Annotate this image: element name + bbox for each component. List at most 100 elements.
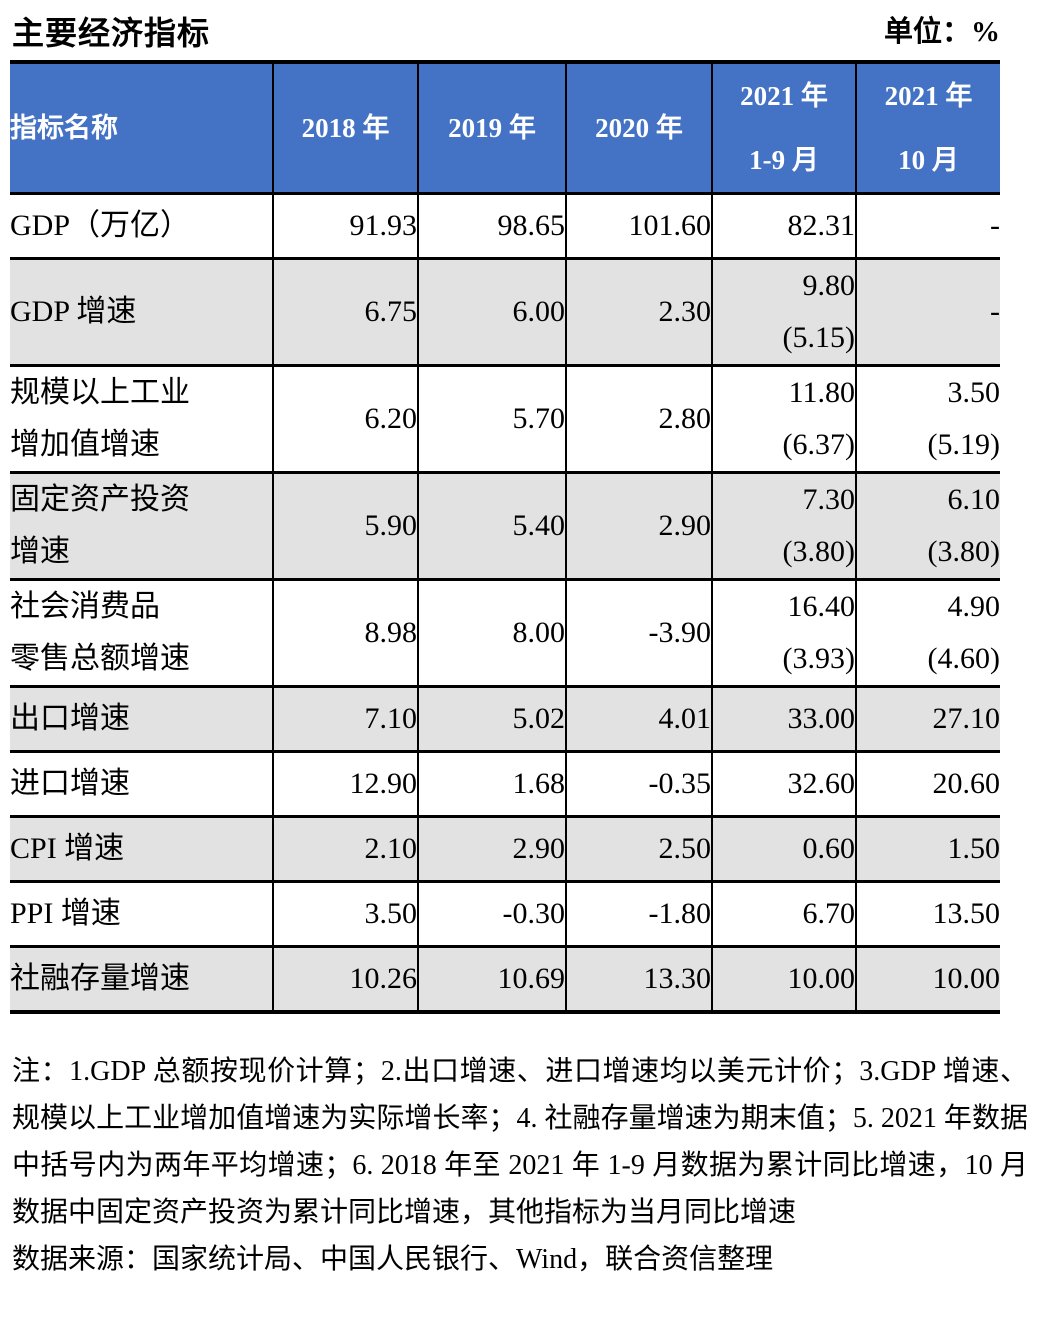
value-cell: 13.30: [565, 946, 713, 1012]
notes-section: 注：1.GDP 总额按现价计算；2.出口增速、进口增速均以美元计价；3.GDP …: [12, 1048, 1028, 1283]
value-cell: 2.50: [565, 816, 713, 882]
cell-value: 101.60: [628, 209, 712, 242]
title-bar: 主要经济指标 单位：%: [0, 0, 1040, 51]
value-cell: 8.00: [417, 579, 567, 687]
table-row-retail-sales: 社会消费品 零售总额增速 8.98 8.00 -3.90 16.40 (3.93) …: [10, 579, 1001, 687]
value-cell: -: [855, 258, 1000, 366]
value-cell: 82.31: [711, 193, 857, 259]
cell-value: 7.30: [802, 483, 856, 516]
cell-value: 10.26: [349, 961, 418, 995]
cell-value: 1.68: [512, 767, 566, 800]
table-row-export-growth: 出口增速 7.10 5.02 4.01 33.00 27.10: [10, 686, 1001, 752]
row-label: 固定资产投资: [10, 483, 190, 516]
cell-value: 82.31: [787, 209, 856, 242]
cell-subvalue: (3.80): [782, 535, 855, 568]
value-cell: 5.90: [272, 472, 419, 580]
cell-value: 4.90: [947, 590, 1001, 623]
row-label-cell: 规模以上工业 增加值增速: [10, 365, 274, 473]
header-text: 2019 年: [448, 113, 536, 143]
value-cell: 5.70: [417, 365, 567, 473]
value-cell: 6.75: [272, 258, 419, 366]
cell-value: 6.75: [364, 295, 418, 328]
value-cell: 2.90: [565, 472, 713, 580]
cell-value: 6.10: [947, 483, 1001, 516]
cell-value: 13.50: [932, 897, 1001, 930]
cell-value: 27.10: [932, 702, 1001, 735]
value-cell: -0.30: [417, 881, 567, 947]
value-cell: 13.50: [855, 881, 1001, 947]
table-row-cpi-growth: CPI 增速 2.10 2.90 2.50 0.60 1.50: [10, 816, 1000, 882]
cell-value: 3.50: [947, 376, 1001, 409]
row-label-line2: 增速: [10, 535, 70, 568]
cell-value: 8.98: [364, 616, 418, 649]
header-text-line1: 2021 年: [884, 81, 973, 111]
row-label-cell: 社融存量增速: [10, 946, 274, 1012]
value-cell: 2.30: [565, 258, 713, 366]
value-cell: 27.10: [855, 686, 1001, 752]
cell-value: 0.60: [802, 832, 856, 865]
value-cell: 101.60: [565, 193, 713, 259]
table-row-industrial-output: 规模以上工业 增加值增速 6.20 5.70 2.80 11.80 (6.37) 3…: [10, 365, 1001, 473]
cell-value: 7.10: [364, 702, 418, 735]
cell-value: 12.90: [349, 767, 418, 800]
table-notes: 注：1.GDP 总额按现价计算；2.出口增速、进口增速均以美元计价；3.GDP …: [12, 1055, 1028, 1228]
cell-value: 10.00: [932, 961, 1001, 995]
header-text: 2018 年: [301, 113, 390, 143]
value-cell: 5.02: [417, 686, 567, 752]
value-cell: 0.60: [711, 816, 857, 882]
cell-value: -0.35: [648, 767, 712, 800]
cell-value: 5.90: [364, 509, 418, 542]
value-cell: 1.50: [855, 816, 1000, 882]
cell-value: -1.80: [648, 897, 712, 930]
header-text: 指标名称: [10, 113, 118, 143]
value-cell: 20.60: [855, 751, 1000, 817]
header-2018: 2018 年: [272, 62, 419, 194]
cell-value: 2.30: [658, 295, 712, 328]
value-cell: 6.70: [711, 881, 857, 947]
table-title: 主要经济指标: [12, 15, 211, 51]
value-cell: 7.10: [272, 686, 419, 752]
value-cell: 6.00: [417, 258, 567, 366]
value-cell: -0.35: [565, 751, 713, 817]
cell-value: 10.00: [787, 961, 856, 995]
row-label-line2: 增加值增速: [10, 428, 160, 461]
cell-value: -3.90: [648, 616, 712, 649]
cell-value: 5.40: [512, 509, 566, 542]
row-label-cell: GDP 增速: [10, 258, 274, 366]
cell-value: 9.80: [802, 269, 856, 302]
unit-label: 单位：%: [883, 16, 1000, 48]
header-indicator-name: 指标名称: [10, 62, 274, 194]
cell-value: -: [990, 295, 1000, 328]
header-text: 2020 年: [595, 113, 683, 143]
row-label-cell: 进口增速: [10, 751, 274, 817]
header-2021-jan-sep: 2021 年 1-9 月: [711, 62, 857, 194]
cell-value: -: [990, 209, 1000, 242]
value-cell: 33.00: [711, 686, 857, 752]
cell-subvalue: (3.80): [927, 535, 1000, 568]
cell-value: 16.40: [787, 590, 856, 623]
cell-value: 3.50: [364, 897, 418, 930]
cell-value: 11.80: [788, 376, 855, 409]
header-text-line1: 2021 年: [740, 81, 828, 111]
row-label: 出口增速: [10, 702, 130, 735]
header-2019: 2019 年: [417, 62, 567, 194]
value-cell: 9.80 (5.15): [711, 258, 857, 366]
table-row-gdp-growth: GDP 增速 6.75 6.00 2.30 9.80 (5.15) -: [10, 258, 1000, 366]
value-cell: 6.20: [272, 365, 419, 473]
cell-value: 91.93: [349, 209, 418, 242]
row-label-cell: PPI 增速: [10, 881, 274, 947]
row-label: 社融存量增速: [10, 961, 190, 995]
cell-value: 10.69: [497, 961, 566, 995]
cell-value: -0.30: [502, 897, 566, 930]
value-cell: 1.68: [417, 751, 567, 817]
value-cell: 32.60: [711, 751, 857, 817]
cell-value: 5.02: [512, 702, 566, 735]
row-label-line2: 零售总额增速: [10, 642, 190, 675]
table-row-import-growth: 进口增速 12.90 1.68 -0.35 32.60 20.60: [10, 751, 1000, 817]
cell-value: 2.90: [512, 832, 566, 865]
value-cell: 2.90: [417, 816, 567, 882]
cell-subvalue: (5.19): [927, 428, 1000, 461]
cell-value: 2.50: [658, 832, 712, 865]
cell-value: 32.60: [787, 767, 856, 800]
value-cell: 10.26: [272, 946, 419, 1012]
